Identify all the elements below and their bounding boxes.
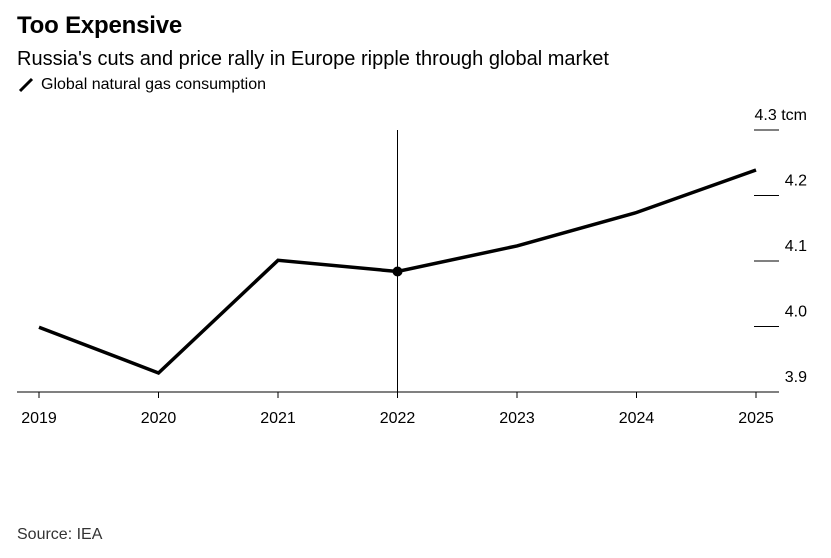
- x-tick-label: 2024: [619, 410, 655, 427]
- source-note: Source: IEA: [17, 526, 103, 543]
- y-tick-label: 4.0: [785, 304, 807, 321]
- x-tick-label: 2023: [499, 410, 535, 427]
- x-tick-label: 2025: [738, 410, 774, 427]
- highlight-marker: [392, 266, 403, 277]
- x-tick-label: 2021: [260, 410, 296, 427]
- legend-line-icon: [18, 77, 34, 93]
- y-tick-label: 4.2: [785, 173, 807, 190]
- chart-title: Too Expensive: [17, 12, 183, 39]
- x-tick-label: 2022: [380, 410, 416, 427]
- x-tick-label: 2019: [21, 410, 57, 427]
- legend: Global natural gas consumption: [17, 74, 266, 96]
- x-tick-label: 2020: [141, 410, 177, 427]
- y-tick-label: 4.3 tcm: [755, 107, 807, 124]
- chart-subtitle: Russia's cuts and price rally in Europe …: [17, 48, 609, 70]
- y-tick-label: 4.1: [785, 238, 807, 255]
- legend-label: Global natural gas consumption: [41, 76, 267, 93]
- y-tick-label: 3.9: [785, 369, 807, 386]
